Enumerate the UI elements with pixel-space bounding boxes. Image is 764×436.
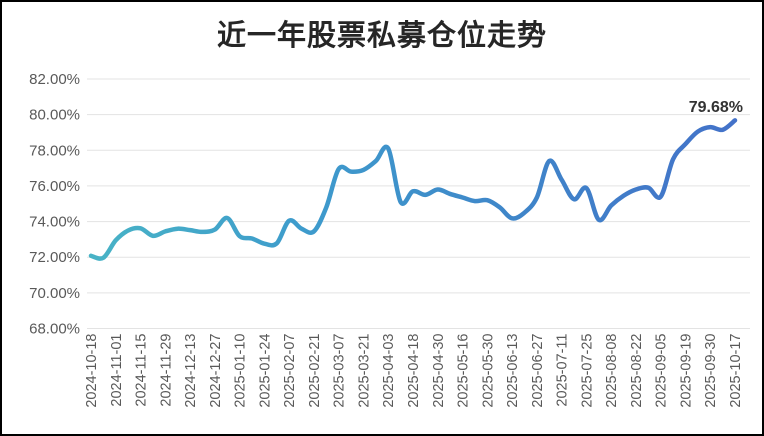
x-tick-label: 2025-06-27 — [530, 334, 546, 408]
y-tick-label: 74.00% — [29, 214, 80, 231]
x-tick-label: 2025-09-30 — [703, 334, 719, 408]
x-tick-label: 2025-01-10 — [233, 334, 249, 408]
x-tick-label: 2024-11-01 — [109, 334, 125, 407]
x-tick-label: 2025-10-17 — [728, 334, 744, 408]
x-tick-label: 2025-03-21 — [356, 334, 372, 408]
y-tick-label: 70.00% — [29, 285, 80, 302]
x-tick-label: 2024-11-29 — [158, 334, 174, 407]
y-tick-label: 76.00% — [29, 178, 80, 195]
y-tick-label: 68.00% — [29, 321, 80, 338]
x-tick-label: 2025-07-11 — [555, 334, 571, 407]
y-tick-label: 72.00% — [29, 249, 80, 266]
x-tick-label: 2025-03-07 — [332, 334, 348, 408]
x-tick-label: 2025-08-22 — [629, 334, 645, 408]
y-tick-label: 82.00% — [29, 71, 80, 88]
x-tick-label: 2025-08-08 — [604, 334, 620, 408]
x-tick-label: 2025-04-18 — [406, 334, 422, 408]
x-tick-label: 2025-02-21 — [307, 334, 323, 408]
x-tick-label: 2025-05-16 — [456, 334, 472, 408]
series-line — [88, 118, 738, 261]
x-tick-label: 2024-11-15 — [134, 334, 150, 407]
x-tick-label: 2025-06-13 — [505, 334, 521, 408]
x-tick-label: 2025-05-30 — [480, 334, 496, 408]
y-tick-label: 78.00% — [29, 142, 80, 159]
x-tick-label: 2025-04-03 — [381, 334, 397, 408]
last-point-value-label: 79.68% — [689, 99, 743, 116]
x-axis-labels: 2024-10-18 2024-11-01 2024-11-15 2024-11-29… — [84, 334, 744, 408]
gridlines — [87, 78, 750, 329]
x-tick-label: 2025-02-07 — [282, 334, 298, 408]
x-tick-label: 2024-12-27 — [208, 334, 224, 408]
x-tick-label: 2025-07-25 — [579, 334, 595, 408]
x-tick-label: 2025-09-05 — [654, 334, 670, 408]
x-tick-label: 2025-04-30 — [431, 334, 447, 408]
x-tick-label: 2024-12-13 — [183, 334, 199, 408]
x-tick-label: 2025-01-24 — [257, 334, 273, 408]
x-tick-label: 2025-09-19 — [678, 334, 694, 408]
chart-title: 近一年股票私募仓位走势 — [216, 20, 547, 52]
y-tick-label: 80.00% — [29, 107, 80, 124]
y-axis-labels: 82.00% 80.00% 78.00% 76.00% 74.00% 72.00% 70.0… — [29, 71, 80, 338]
x-tick-label: 2024-10-18 — [84, 334, 100, 408]
